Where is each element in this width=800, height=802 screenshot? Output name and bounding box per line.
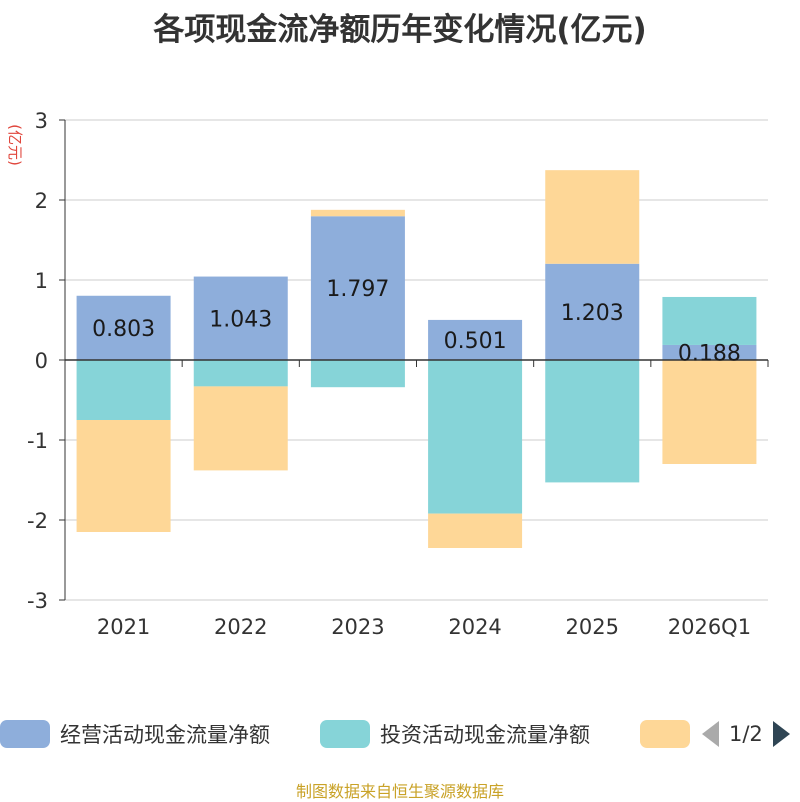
legend-prev-icon[interactable]	[702, 721, 719, 747]
legend-pager: 1/2	[702, 716, 790, 752]
data-label-2025: 1.203	[561, 301, 624, 326]
bar-investing-2023	[310, 360, 405, 388]
x-tick-label: 2025	[566, 615, 619, 639]
y-tick-label: 1	[35, 269, 48, 293]
data-label-2023: 1.797	[326, 277, 389, 302]
x-tick-label: 2024	[448, 615, 501, 639]
bar-investing-2022	[193, 360, 288, 387]
x-tick-label: 2023	[331, 615, 384, 639]
y-tick-label: 2	[35, 189, 48, 213]
data-label-2026Q1: 0.188	[678, 341, 741, 366]
data-label-2021: 0.803	[92, 317, 155, 342]
legend-label-operating: 经营活动现金流量净额	[60, 723, 270, 747]
y-axis-label: (亿元)	[6, 124, 24, 166]
bar-operating-2026Q1	[662, 344, 757, 360]
data-label-2022: 1.043	[209, 307, 272, 332]
legend-swatch-operating	[0, 720, 50, 748]
legend-swatch-financing	[640, 720, 690, 748]
bar-financing-2024	[428, 513, 523, 548]
bar-investing-2024	[428, 360, 523, 514]
bar-investing-2026Q1	[662, 296, 757, 345]
bar-operating-2023	[310, 216, 405, 360]
chart-title: 各项现金流净额历年变化情况(亿元)	[153, 12, 647, 48]
legend-next-icon[interactable]	[772, 721, 790, 747]
bar-operating-2021	[76, 295, 171, 360]
y-tick-label: -1	[27, 429, 48, 453]
legend-page-indicator: 1/2	[729, 722, 763, 746]
legend: 经营活动现金流量净额 投资活动现金流量净额 1/2	[0, 716, 800, 752]
bar-investing-2021	[76, 360, 171, 420]
legend-item-financing[interactable]	[640, 716, 690, 752]
legend-item-operating[interactable]: 经营活动现金流量净额	[0, 716, 270, 752]
data-label-2024: 0.501	[444, 329, 507, 354]
source-note: 制图数据来自恒生聚源数据库	[295, 782, 504, 801]
legend-label-investing: 投资活动现金流量净额	[380, 723, 590, 747]
bar-financing-2021	[76, 420, 171, 532]
x-tick-label: 2021	[97, 615, 150, 639]
y-tick-label: -2	[27, 509, 48, 533]
legend-swatch-investing	[320, 720, 370, 748]
bar-operating-2022	[193, 276, 288, 360]
bar-operating-2024	[428, 319, 523, 360]
x-tick-label: 2022	[214, 615, 267, 639]
x-tick-label: 2026Q1	[668, 615, 751, 639]
bar-investing-2025	[545, 360, 640, 483]
legend-item-investing[interactable]: 投资活动现金流量净额	[320, 716, 590, 752]
bar-financing-2025	[545, 170, 640, 264]
bar-operating-2025	[545, 263, 640, 360]
y-tick-label: -3	[27, 589, 48, 613]
bar-financing-2022	[193, 386, 288, 471]
bar-financing-2026Q1	[662, 360, 757, 464]
bar-financing-2023	[310, 209, 405, 217]
y-tick-label: 3	[35, 109, 48, 133]
y-tick-label: 0	[35, 349, 48, 373]
